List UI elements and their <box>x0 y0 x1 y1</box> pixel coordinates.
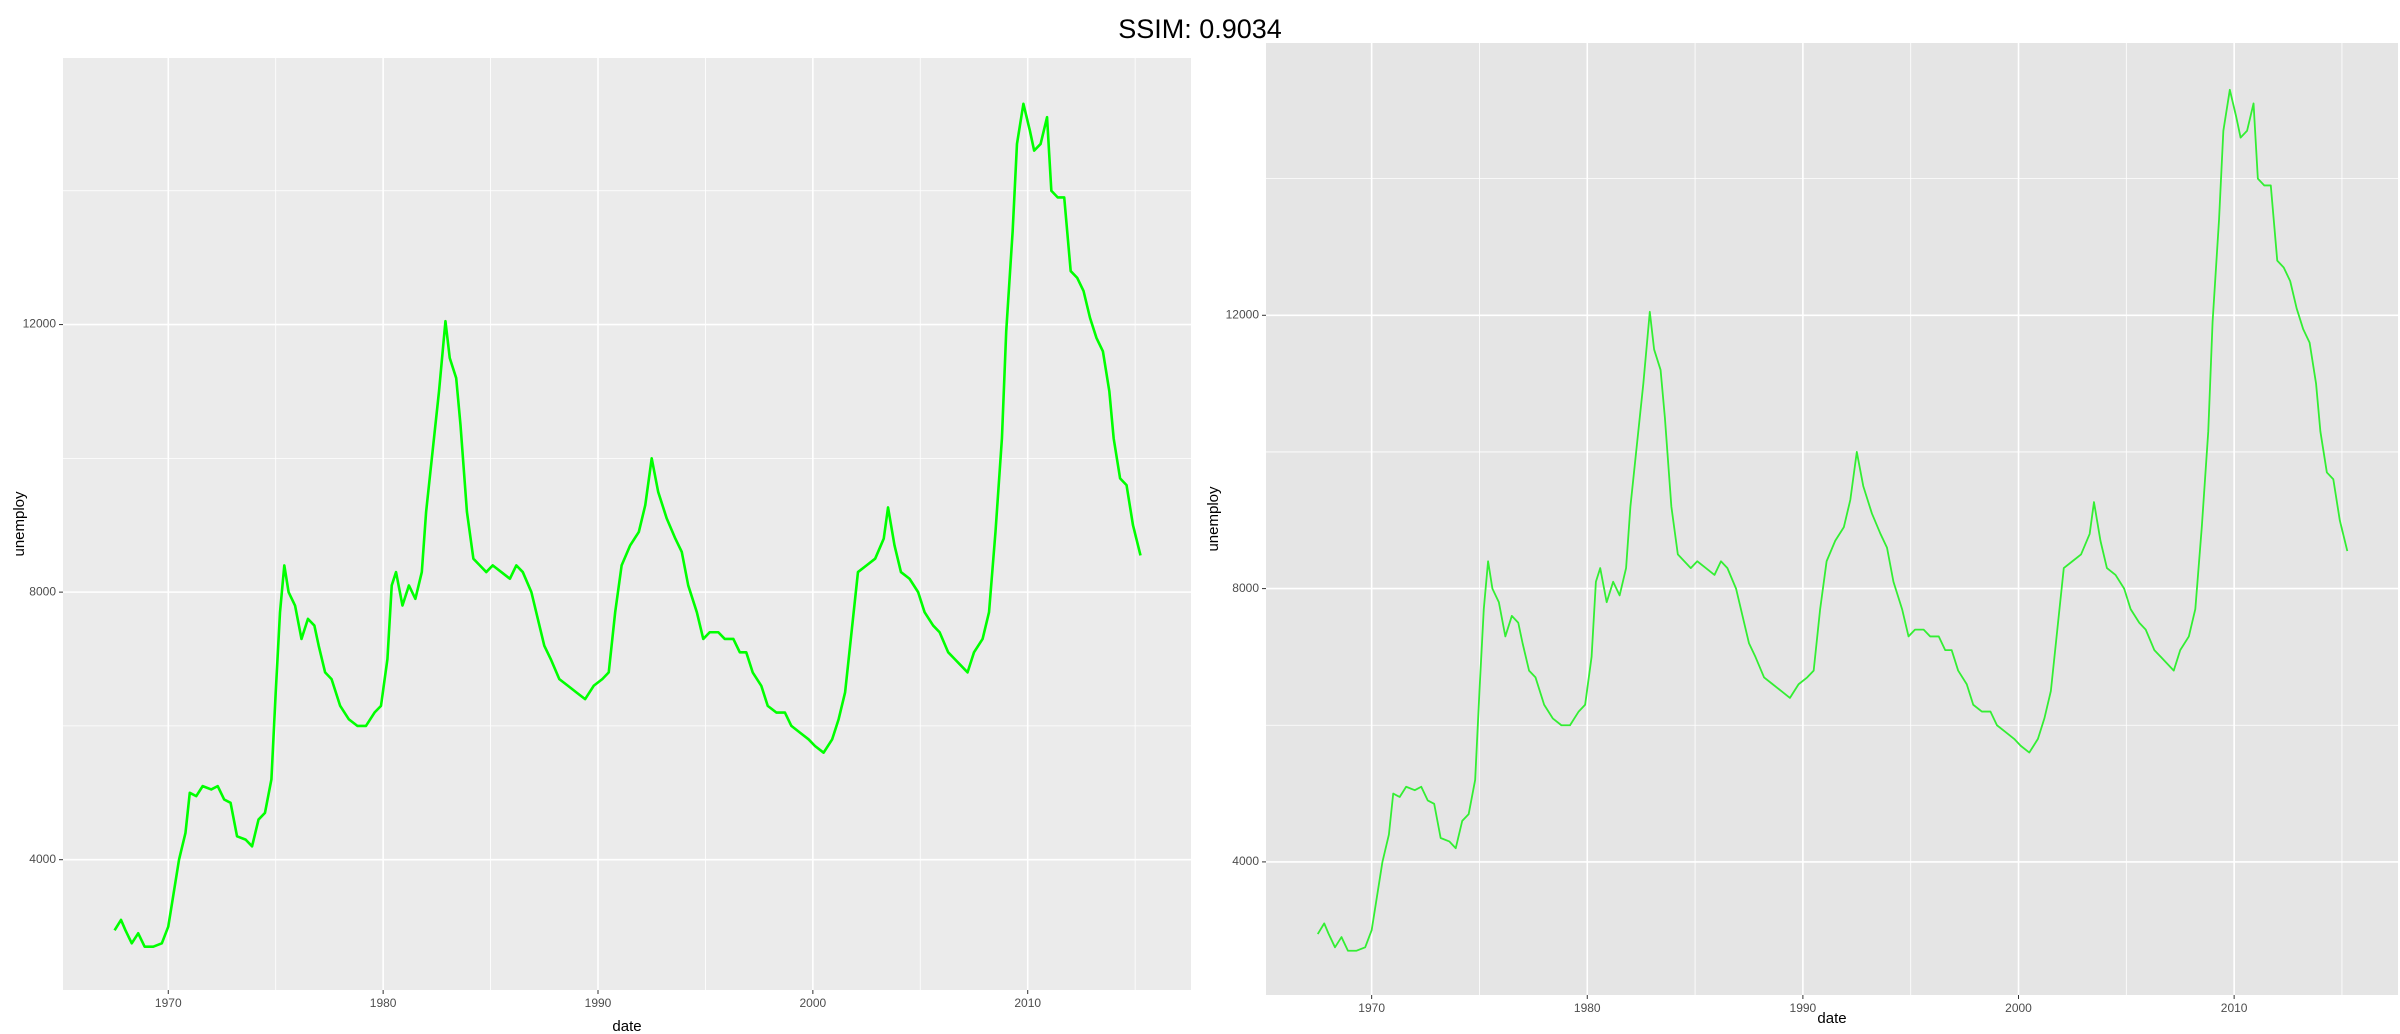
y-tick-label: 12000 <box>1226 307 1260 321</box>
panel-background <box>63 58 1191 990</box>
x-tick-label: 1970 <box>1358 1001 1385 1015</box>
x-tick-label: 1980 <box>370 996 397 1010</box>
y-tick-label: 8000 <box>1232 581 1259 595</box>
data-line <box>113 102 1142 948</box>
panel-background <box>1266 43 2398 995</box>
y-axis-label: unemploy <box>11 491 28 557</box>
y-axis-label: unemploy <box>1205 486 1222 552</box>
x-tick-label: 1990 <box>585 996 612 1010</box>
figure-title: SSIM: 0.9034 <box>1118 14 1282 44</box>
y-tick-label: 4000 <box>29 852 56 866</box>
x-tick-label: 1970 <box>155 996 182 1010</box>
x-tick-label: 2010 <box>1014 996 1041 1010</box>
x-tick-label: 1980 <box>1574 1001 1601 1015</box>
x-axis-label: date <box>612 1018 641 1034</box>
data-line <box>1316 88 2349 952</box>
x-axis-label: date <box>1817 1010 1846 1027</box>
x-tick-label: 2000 <box>799 996 826 1010</box>
x-tick-label: 2010 <box>2221 1001 2248 1015</box>
y-tick-label: 12000 <box>23 317 57 331</box>
x-tick-label: 1990 <box>1790 1001 1817 1015</box>
x-tick-label: 2000 <box>2005 1001 2032 1015</box>
y-tick-label: 4000 <box>1232 854 1259 868</box>
y-tick-label: 8000 <box>29 584 56 598</box>
